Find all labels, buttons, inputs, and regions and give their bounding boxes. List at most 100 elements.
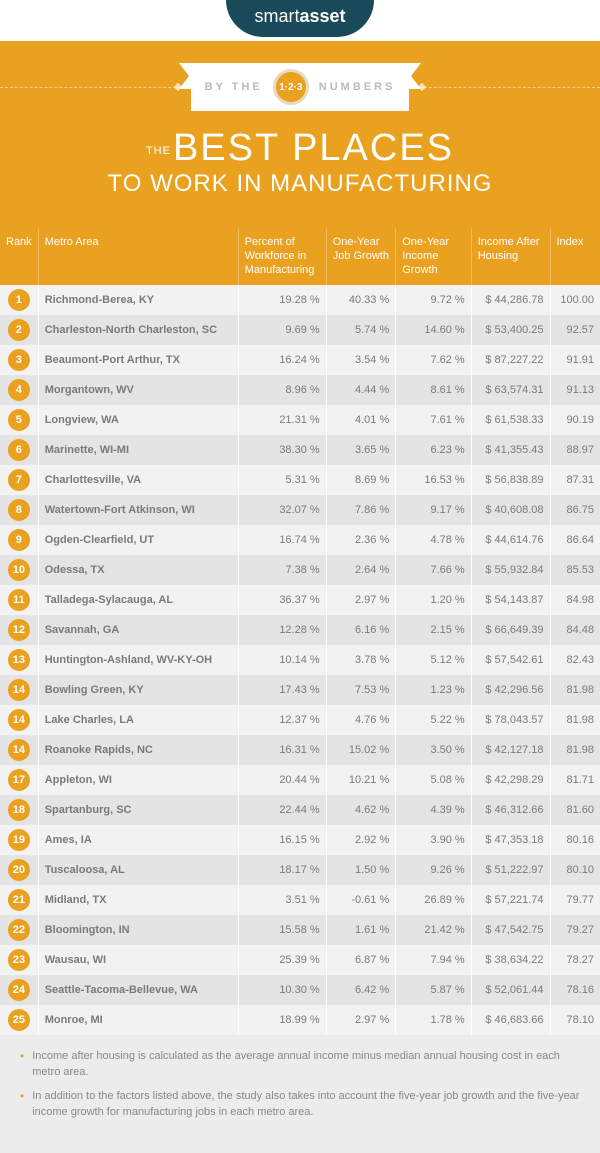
table-row: 20Tuscaloosa, AL18.17 %1.50 %9.26 %$ 51,… <box>0 855 600 885</box>
cell-index: 86.75 <box>550 495 600 525</box>
logo-container: smartasset <box>0 0 600 41</box>
footnote-text: Income after housing is calculated as th… <box>32 1049 580 1081</box>
cell-job_growth: 4.44 % <box>326 375 396 405</box>
cell-job_growth: 8.69 % <box>326 465 396 495</box>
cell-metro: Talladega-Sylacauga, AL <box>38 585 238 615</box>
cell-job_growth: 5.74 % <box>326 315 396 345</box>
cell-income_after_housing: $ 44,614.76 <box>471 525 550 555</box>
cell-percent: 16.15 % <box>238 825 326 855</box>
cell-rank: 17 <box>0 765 38 795</box>
cell-percent: 19.28 % <box>238 285 326 315</box>
col-percent: Percent of Workforce in Manufacturing <box>238 228 326 285</box>
cell-rank: 4 <box>0 375 38 405</box>
table-row: 19Ames, IA16.15 %2.92 %3.90 %$ 47,353.18… <box>0 825 600 855</box>
cell-rank: 1 <box>0 285 38 315</box>
rankings-table: RankMetro AreaPercent of Workforce in Ma… <box>0 228 600 1035</box>
footnote: •Income after housing is calculated as t… <box>20 1049 580 1081</box>
rank-badge: 20 <box>8 859 30 881</box>
cell-index: 84.98 <box>550 585 600 615</box>
cell-metro: Spartanburg, SC <box>38 795 238 825</box>
cell-income_growth: 1.20 % <box>396 585 471 615</box>
footnote: •In addition to the factors listed above… <box>20 1089 580 1121</box>
cell-income_after_housing: $ 47,542.75 <box>471 915 550 945</box>
cell-job_growth: 6.42 % <box>326 975 396 1005</box>
cell-percent: 10.14 % <box>238 645 326 675</box>
banner-right-text: NUMBERS <box>319 81 396 93</box>
cell-rank: 25 <box>0 1005 38 1035</box>
rank-badge: 14 <box>8 679 30 701</box>
cell-income_after_housing: $ 57,221.74 <box>471 885 550 915</box>
table-row: 13Huntington-Ashland, WV-KY-OH10.14 %3.7… <box>0 645 600 675</box>
cell-rank: 18 <box>0 795 38 825</box>
table-row: 7Charlottesville, VA5.31 %8.69 %16.53 %$… <box>0 465 600 495</box>
cell-percent: 12.37 % <box>238 705 326 735</box>
table-row: 25Monroe, MI18.99 %2.97 %1.78 %$ 46,683.… <box>0 1005 600 1035</box>
cell-job_growth: 2.64 % <box>326 555 396 585</box>
col-income_growth: One-Year Income Growth <box>396 228 471 285</box>
cell-metro: Richmond-Berea, KY <box>38 285 238 315</box>
cell-percent: 16.24 % <box>238 345 326 375</box>
cell-income_after_housing: $ 38,634.22 <box>471 945 550 975</box>
col-rank: Rank <box>0 228 38 285</box>
cell-metro: Monroe, MI <box>38 1005 238 1035</box>
cell-metro: Lake Charles, LA <box>38 705 238 735</box>
cell-rank: 24 <box>0 975 38 1005</box>
cell-metro: Longview, WA <box>38 405 238 435</box>
cell-income_after_housing: $ 41,355.43 <box>471 435 550 465</box>
cell-rank: 14 <box>0 705 38 735</box>
cell-rank: 5 <box>0 405 38 435</box>
rank-badge: 17 <box>8 769 30 791</box>
table-row: 24Seattle-Tacoma-Bellevue, WA10.30 %6.42… <box>0 975 600 1005</box>
rank-badge: 3 <box>8 349 30 371</box>
cell-index: 81.71 <box>550 765 600 795</box>
cell-metro: Beaumont-Port Arthur, TX <box>38 345 238 375</box>
cell-rank: 21 <box>0 885 38 915</box>
cell-rank: 14 <box>0 675 38 705</box>
banner-line-left <box>0 81 191 93</box>
cell-job_growth: 4.76 % <box>326 705 396 735</box>
rank-badge: 25 <box>8 1009 30 1031</box>
cell-metro: Savannah, GA <box>38 615 238 645</box>
cell-income_after_housing: $ 55,932.84 <box>471 555 550 585</box>
cell-percent: 9.69 % <box>238 315 326 345</box>
col-index: Index <box>550 228 600 285</box>
cell-job_growth: 6.87 % <box>326 945 396 975</box>
rank-badge: 10 <box>8 559 30 581</box>
title-line1: BEST PLACES <box>173 127 454 169</box>
rank-badge: 2 <box>8 319 30 341</box>
cell-percent: 21.31 % <box>238 405 326 435</box>
table-row: 8Watertown-Fort Atkinson, WI32.07 %7.86 … <box>0 495 600 525</box>
bullet-icon: • <box>20 1089 24 1121</box>
cell-rank: 12 <box>0 615 38 645</box>
cell-rank: 6 <box>0 435 38 465</box>
cell-percent: 10.30 % <box>238 975 326 1005</box>
cell-percent: 3.51 % <box>238 885 326 915</box>
rank-badge: 4 <box>8 379 30 401</box>
table-row: 2Charleston-North Charleston, SC9.69 %5.… <box>0 315 600 345</box>
cell-metro: Ogden-Clearfield, UT <box>38 525 238 555</box>
page-title: THEBEST PLACES TO WORK IN MANUFACTURING <box>0 129 600 196</box>
col-job_growth: One-Year Job Growth <box>326 228 396 285</box>
cell-rank: 23 <box>0 945 38 975</box>
cell-job_growth: 2.92 % <box>326 825 396 855</box>
banner-line-right <box>409 81 600 93</box>
cell-percent: 15.58 % <box>238 915 326 945</box>
cell-income_after_housing: $ 87,227.22 <box>471 345 550 375</box>
cell-percent: 16.31 % <box>238 735 326 765</box>
table-row: 10Odessa, TX7.38 %2.64 %7.66 %$ 55,932.8… <box>0 555 600 585</box>
cell-metro: Midland, TX <box>38 885 238 915</box>
cell-job_growth: 1.61 % <box>326 915 396 945</box>
cell-metro: Bowling Green, KY <box>38 675 238 705</box>
table-row: 3 Beaumont-Port Arthur, TX16.24 %3.54 %7.… <box>0 345 600 375</box>
cell-percent: 22.44 % <box>238 795 326 825</box>
table-row: 11Talladega-Sylacauga, AL36.37 %2.97 %1.… <box>0 585 600 615</box>
rank-badge: 14 <box>8 709 30 731</box>
cell-income_growth: 7.62 % <box>396 345 471 375</box>
cell-income_growth: 16.53 % <box>396 465 471 495</box>
cell-income_growth: 1.78 % <box>396 1005 471 1035</box>
cell-index: 100.00 <box>550 285 600 315</box>
cell-metro: Appleton, WI <box>38 765 238 795</box>
cell-job_growth: 3.54 % <box>326 345 396 375</box>
cell-percent: 20.44 % <box>238 765 326 795</box>
rank-badge: 7 <box>8 469 30 491</box>
